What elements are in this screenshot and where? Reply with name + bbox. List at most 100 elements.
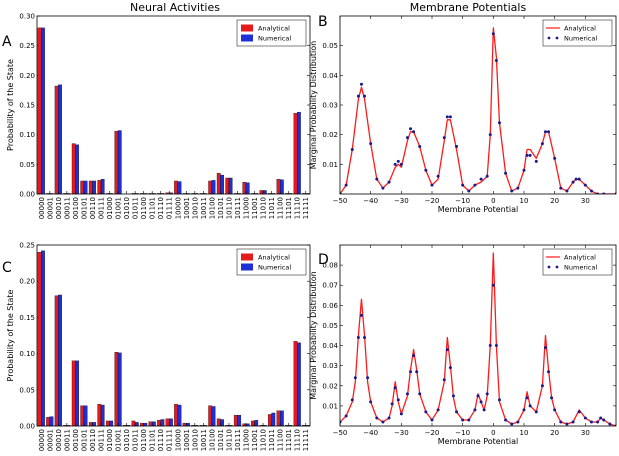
x-tick-label-01100: 01100 [140, 197, 148, 219]
x-tick-label-01010: 01010 [123, 429, 131, 451]
y-tick-label: 0.30 [19, 13, 35, 21]
x-tick-label-11000: 11000 [243, 429, 251, 451]
bar-analytical-11000 [242, 181, 247, 195]
x-tick-label-10001: 10001 [183, 197, 191, 219]
legend-box [236, 19, 307, 47]
point-numerical-37 [491, 283, 495, 287]
x-tick-label: −20 [425, 197, 440, 205]
bar-numerical-00001 [49, 416, 54, 427]
x-tick-label-11100: 11100 [277, 197, 285, 219]
y-tick-label: 0.20 [19, 72, 35, 80]
x-tick-label-11111: 11111 [302, 429, 310, 451]
panel-letter: D [318, 252, 329, 268]
point-numerical-8 [381, 186, 385, 190]
point-numerical-31 [473, 408, 477, 412]
point-numerical-21 [424, 410, 428, 414]
series-line-analytical [340, 27, 616, 194]
plot-frame [36, 15, 311, 195]
x-tick-label: −40 [363, 197, 378, 205]
bar-numerical-01100 [143, 422, 148, 427]
bar-analytical-01101 [148, 421, 153, 427]
x-tick-label: −40 [363, 429, 378, 437]
point-numerical-2 [350, 398, 354, 402]
x-tick-label-10010: 10010 [191, 429, 199, 451]
legend-label-analytical: Analytical [564, 253, 596, 261]
x-axis-label: Membrane Potential [438, 437, 518, 446]
point-numerical-33 [504, 171, 508, 175]
x-tick-label: −50 [333, 429, 348, 437]
x-tick-label-10101: 10101 [217, 197, 225, 219]
point-numerical-35 [516, 186, 520, 190]
x-tick-label-10100: 10100 [208, 197, 216, 219]
point-numerical-29 [488, 133, 492, 137]
x-tick-label-00000: 00000 [38, 197, 46, 219]
bar-numerical-10001 [186, 422, 190, 427]
series-line-analytical [340, 252, 616, 426]
x-tick-label-00111: 00111 [97, 197, 105, 219]
bar-analytical-00100 [71, 143, 76, 195]
bar-numerical-01001 [117, 352, 122, 427]
bar-numerical-00010 [58, 84, 62, 195]
point-numerical-30 [467, 418, 471, 422]
point-numerical-25 [445, 348, 449, 352]
point-numerical-4 [359, 82, 363, 86]
bar-numerical-11100 [279, 179, 284, 195]
y-tick-label: 0.05 [19, 386, 35, 394]
point-numerical-10 [381, 420, 385, 424]
panel-letter: B [318, 14, 328, 30]
y-axis-label: Marginal Probability Distribution [309, 41, 318, 170]
point-numerical-50 [589, 189, 593, 193]
bar-numerical-00101 [83, 405, 88, 427]
point-numerical-46 [571, 180, 575, 184]
left-column-title: Neural Activities [130, 1, 220, 14]
bar-numerical-00100 [75, 360, 79, 427]
point-numerical-36 [488, 344, 492, 348]
bar-numerical-01101 [152, 421, 156, 427]
bar-numerical-11010 [262, 190, 267, 195]
x-tick-label: −10 [455, 429, 470, 437]
point-numerical-9 [387, 180, 391, 184]
point-numerical-42 [516, 420, 520, 424]
bar-numerical-00010 [58, 294, 62, 427]
x-tick-label: 0 [491, 429, 495, 437]
bar-analytical-10111 [233, 414, 238, 427]
bar-numerical-10100 [211, 406, 216, 427]
x-tick-label-11011: 11011 [268, 197, 276, 219]
bar-analytical-10100 [208, 405, 213, 427]
bar-analytical-00000 [37, 27, 42, 195]
x-tick-label-01100: 01100 [140, 429, 148, 451]
x-tick-label-01011: 01011 [132, 197, 140, 219]
point-numerical-32 [497, 121, 501, 125]
point-numerical-39 [534, 159, 538, 163]
point-numerical-28 [455, 410, 459, 414]
bar-numerical-01110 [160, 419, 165, 427]
bar-numerical-10000 [177, 181, 182, 195]
point-numerical-37 [525, 153, 529, 157]
legend-dot [547, 265, 551, 269]
x-tick-label-01001: 01001 [115, 197, 123, 219]
x-tick-label-10101: 10101 [217, 429, 225, 451]
x-tick-label-01101: 01101 [149, 429, 157, 451]
x-tick-label-01110: 01110 [157, 197, 165, 219]
point-numerical-49 [583, 183, 587, 187]
bar-analytical-10101 [216, 418, 221, 427]
point-numerical-12 [399, 162, 403, 166]
bar-numerical-00000 [41, 250, 45, 427]
point-numerical-18 [412, 354, 416, 358]
point-numerical-48 [543, 346, 547, 350]
point-numerical-40 [540, 142, 544, 146]
point-numerical-34 [482, 408, 486, 412]
y-tick-label: 0.08 [322, 262, 338, 270]
point-numerical-33 [479, 400, 483, 404]
point-numerical-43 [522, 408, 526, 412]
y-tick-label: 0.01 [322, 402, 338, 410]
y-tick-label: 0.10 [19, 131, 35, 139]
point-numerical-35 [485, 392, 489, 396]
bar-analytical-01110 [157, 420, 161, 427]
point-numerical-20 [442, 136, 446, 140]
point-numerical-36 [522, 168, 526, 172]
point-numerical-59 [599, 416, 603, 420]
y-tick-label: 0.05 [322, 42, 338, 50]
point-numerical-43 [553, 156, 557, 160]
x-tick-label: −10 [455, 197, 470, 205]
